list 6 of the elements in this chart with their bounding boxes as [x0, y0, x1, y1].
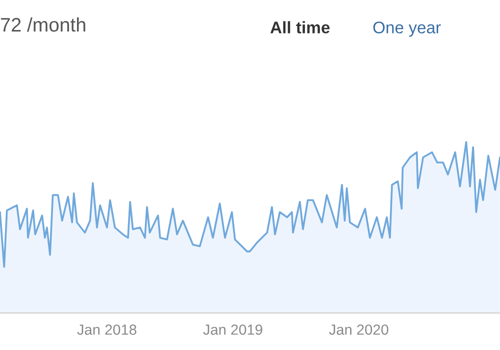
text: One year — [373, 22, 441, 37]
x-tick-label: Jan 2020 — [329, 324, 388, 335]
x-tick-label: Jan 2018 — [77, 324, 136, 335]
text: All time — [270, 21, 330, 34]
x-tick-label: Jan 2019 — [203, 324, 262, 335]
chart-title: 72 /month — [0, 17, 86, 32]
